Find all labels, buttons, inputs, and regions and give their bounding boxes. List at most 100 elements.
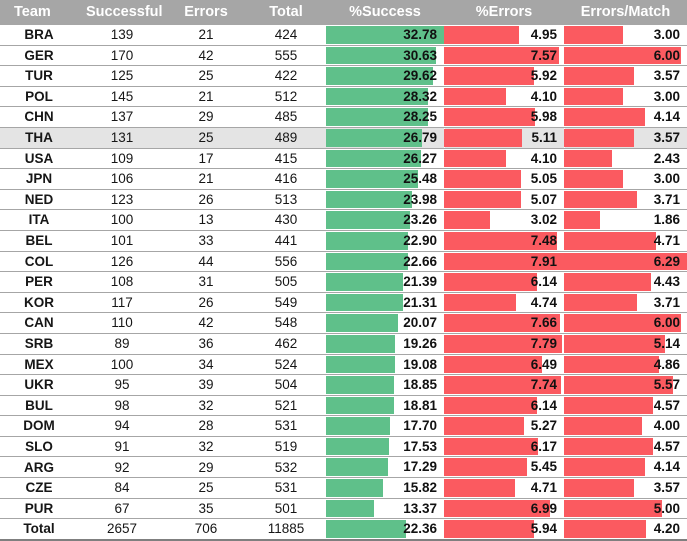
databar-fill bbox=[564, 211, 601, 229]
table-row[interactable]: BUL 98 32 521 18.81 6.14 4.57 bbox=[0, 394, 687, 417]
databar-cell-errors-match: 4.00 bbox=[564, 415, 687, 437]
databar-value: 17.53 bbox=[403, 438, 437, 454]
databar-fill bbox=[444, 479, 516, 497]
column-header-team[interactable]: Team bbox=[0, 0, 78, 25]
cell-total: 531 bbox=[246, 415, 326, 437]
databar-value: 5.11 bbox=[531, 129, 557, 145]
databar-value: 3.00 bbox=[653, 88, 680, 104]
table-row[interactable]: COL 126 44 556 22.66 7.91 6.29 bbox=[0, 250, 687, 273]
databar-fill bbox=[564, 149, 612, 168]
databar-value: 25.48 bbox=[403, 171, 437, 187]
databar-value: 18.85 bbox=[403, 377, 437, 393]
databar-value: 5.98 bbox=[530, 109, 557, 125]
databar-cell-pct-errors: 7.48 bbox=[444, 229, 564, 252]
table-row[interactable]: SRB 89 36 462 19.26 7.79 5.14 bbox=[0, 332, 687, 355]
databar-value: 3.00 bbox=[653, 27, 680, 42]
databar-fill bbox=[564, 67, 634, 85]
table-row[interactable]: BRA 139 21 424 32.78 4.95 3.00 bbox=[0, 24, 687, 46]
cell-errors: 31 bbox=[166, 271, 246, 293]
databar-cell-pct-success: 19.08 bbox=[326, 353, 444, 376]
cell-total: 416 bbox=[246, 168, 326, 190]
databar-fill bbox=[564, 417, 643, 435]
databar-cell-pct-success: 23.26 bbox=[326, 209, 444, 231]
column-header-total[interactable]: Total bbox=[246, 0, 326, 25]
databar-cell-errors-match: 3.71 bbox=[564, 291, 687, 314]
databar-cell-errors-match: 6.00 bbox=[564, 312, 687, 334]
table-row[interactable]: PER 108 31 505 21.39 6.14 4.43 bbox=[0, 271, 687, 293]
databar-fill bbox=[564, 128, 634, 147]
databar-fill bbox=[444, 499, 551, 518]
databar-value: 6.00 bbox=[653, 47, 680, 63]
databar-fill bbox=[326, 273, 403, 291]
table-row[interactable]: BEL 101 33 441 22.90 7.48 4.71 bbox=[0, 229, 687, 252]
databar-value: 4.43 bbox=[653, 274, 680, 290]
column-header-successful[interactable]: Successful bbox=[78, 0, 166, 25]
table-row[interactable]: SLO 91 32 519 17.53 6.17 4.57 bbox=[0, 435, 687, 458]
table-row[interactable]: UKR 95 39 504 18.85 7.74 5.57 bbox=[0, 374, 687, 396]
databar-cell-errors-match: 3.57 bbox=[564, 65, 687, 87]
table-row[interactable]: GER 170 42 555 30.63 7.57 6.00 bbox=[0, 44, 687, 67]
databar-value: 26.79 bbox=[403, 129, 437, 145]
databar-fill bbox=[326, 108, 428, 126]
column-header-pct-errors[interactable]: %Errors bbox=[444, 0, 564, 25]
cell-total: 513 bbox=[246, 188, 326, 211]
cell-successful: 126 bbox=[78, 250, 166, 273]
databar-value: 5.05 bbox=[530, 171, 557, 187]
databar-fill bbox=[444, 149, 507, 168]
table-row[interactable]: TUR 125 25 422 29.62 5.92 3.57 bbox=[0, 65, 687, 87]
databar-value: 4.74 bbox=[530, 294, 557, 310]
cell-errors: 26 bbox=[166, 188, 246, 211]
table-row[interactable]: USA 109 17 415 26.27 4.10 2.43 bbox=[0, 147, 687, 170]
cell-team: BUL bbox=[0, 394, 78, 417]
column-header-errors[interactable]: Errors bbox=[166, 0, 246, 25]
cell-successful: 170 bbox=[78, 44, 166, 67]
table-row[interactable]: POL 145 21 512 28.32 4.10 3.00 bbox=[0, 85, 687, 108]
databar-value: 5.57 bbox=[653, 377, 680, 393]
databar-cell-errors-match: 3.57 bbox=[564, 126, 687, 149]
databar-cell-pct-errors: 6.14 bbox=[444, 394, 564, 417]
column-header-pct-success[interactable]: %Success bbox=[326, 0, 444, 25]
table-row-total[interactable]: Total 2657 706 11885 22.36 5.94 4.20 bbox=[0, 518, 687, 541]
table-row[interactable]: JPN 106 21 416 25.48 5.05 3.00 bbox=[0, 168, 687, 190]
cell-successful: 100 bbox=[78, 353, 166, 376]
databar-fill bbox=[444, 67, 534, 85]
databar-value: 3.57 bbox=[653, 129, 680, 145]
databar-fill bbox=[444, 46, 559, 65]
databar-value: 3.71 bbox=[653, 294, 680, 310]
cell-successful: 125 bbox=[78, 65, 166, 87]
databar-cell-pct-success: 17.53 bbox=[326, 435, 444, 458]
table-row[interactable]: PUR 67 35 501 13.37 6.99 5.00 bbox=[0, 497, 687, 520]
cell-total: 549 bbox=[246, 291, 326, 314]
databar-cell-errors-match: 3.00 bbox=[564, 168, 687, 190]
databar-fill bbox=[444, 293, 516, 312]
databar-fill bbox=[444, 26, 520, 44]
table-row[interactable]: CHN 137 29 485 28.25 5.98 4.14 bbox=[0, 106, 687, 128]
databar-value: 3.02 bbox=[530, 212, 557, 228]
table-row[interactable]: THA 131 25 489 26.79 5.11 3.57 bbox=[0, 126, 687, 149]
table-row[interactable]: DOM 94 28 531 17.70 5.27 4.00 bbox=[0, 415, 687, 437]
table-row[interactable]: ITA 100 13 430 23.26 3.02 1.86 bbox=[0, 209, 687, 231]
table-row[interactable]: CAN 110 42 548 20.07 7.66 6.00 bbox=[0, 312, 687, 334]
cell-successful: 137 bbox=[78, 106, 166, 128]
table-row[interactable]: CZE 84 25 531 15.82 4.71 3.57 bbox=[0, 477, 687, 499]
databar-value: 21.31 bbox=[403, 294, 437, 310]
cell-total: 424 bbox=[246, 24, 326, 46]
databar-value: 4.20 bbox=[653, 521, 680, 537]
databar-cell-pct-errors: 4.10 bbox=[444, 147, 564, 170]
databar-cell-pct-success: 32.78 bbox=[326, 24, 444, 46]
column-header-errors-match[interactable]: Errors/Match bbox=[564, 0, 687, 25]
databar-value: 6.00 bbox=[653, 315, 680, 331]
table-row[interactable]: NED 123 26 513 23.98 5.07 3.71 bbox=[0, 188, 687, 211]
databar-cell-pct-errors: 3.02 bbox=[444, 209, 564, 231]
cell-team: CZE bbox=[0, 477, 78, 499]
databar-fill bbox=[444, 252, 564, 271]
cell-total: 524 bbox=[246, 353, 326, 376]
table-row[interactable]: KOR 117 26 549 21.31 4.74 3.71 bbox=[0, 291, 687, 314]
cell-successful: 109 bbox=[78, 147, 166, 170]
table-row[interactable]: MEX 100 34 524 19.08 6.49 4.86 bbox=[0, 353, 687, 376]
databar-cell-pct-success: 26.79 bbox=[326, 126, 444, 149]
databar-fill bbox=[564, 108, 645, 126]
cell-errors: 25 bbox=[166, 126, 246, 149]
databar-value: 4.57 bbox=[653, 438, 680, 454]
table-row[interactable]: ARG 92 29 532 17.29 5.45 4.14 bbox=[0, 456, 687, 479]
